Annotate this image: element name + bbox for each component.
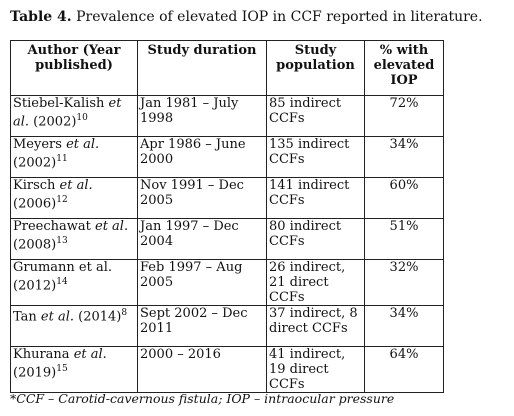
cell-percent: 34%: [364, 305, 444, 347]
cell-population: 80 indirect CCFs: [266, 218, 365, 260]
header-duration: Study duration: [137, 40, 267, 96]
cell-population: 85 indirect CCFs: [266, 95, 365, 137]
author-et-al: et al.: [66, 137, 100, 152]
cell-duration: Jan 1981 – July 1998: [137, 95, 267, 137]
header-population: Study population: [266, 40, 365, 96]
cell-duration: Sept 2002 – Dec 2011: [137, 305, 267, 347]
table-row: Kirsch et al. (2006)12 Nov 1991 – Dec 200…: [10, 177, 444, 219]
cell-author: Kirsch et al. (2006)12: [10, 177, 138, 219]
header-percent: % with elevated IOP: [364, 40, 444, 96]
author-et-al: et al.: [40, 309, 75, 325]
cell-percent: 72%: [364, 95, 444, 137]
cell-percent: 60%: [364, 177, 444, 219]
reference-number: 11: [56, 154, 68, 164]
author-name: Khurana: [13, 347, 74, 362]
author-et-al: et al.: [59, 178, 93, 193]
table-row: Meyers et al. (2002)11 Apr 1986 – June 20…: [10, 136, 444, 178]
cell-author: Stiebel-Kalish et al. (2002)10: [10, 95, 138, 137]
cell-population: 141 indirect CCFs: [266, 177, 365, 219]
table-body: Stiebel-Kalish et al. (2002)10 Jan 1981 –…: [10, 95, 444, 393]
reference-number: 13: [56, 236, 68, 246]
reference-number: 12: [56, 195, 68, 205]
author-year: (2006): [13, 196, 57, 212]
table-row: Grumann et al. (2012)14 Feb 1997 – Aug 20…: [10, 259, 444, 306]
author-name: Grumann et al. (2012): [13, 260, 113, 294]
cell-population: 26 indirect, 21 direct CCFs: [266, 259, 365, 306]
author-name: Kirsch: [13, 178, 60, 193]
author-year: (2008): [13, 237, 57, 253]
table-caption: Table 4. Prevalence of elevated IOP in C…: [10, 9, 483, 25]
author-et-al: et al.: [73, 347, 107, 362]
reference-number: 14: [56, 277, 68, 287]
author-year: (2014): [74, 309, 122, 325]
author-name: Preechawat: [13, 219, 95, 234]
cell-percent: 34%: [364, 136, 444, 178]
author-name: Tan: [13, 309, 41, 325]
author-name: Meyers: [13, 137, 67, 152]
reference-number: 8: [121, 308, 128, 318]
table-row: Tan et al. (2014)8 Sept 2002 – Dec 2011 37…: [10, 305, 444, 347]
cell-author: Preechawat et al. (2008)13: [10, 218, 138, 260]
header-author: Author (Year published): [10, 40, 138, 96]
iop-table: Author (Year published) Study duration S…: [10, 40, 444, 393]
cell-duration: 2000 – 2016: [137, 346, 267, 393]
cell-author: Grumann et al. (2012)14: [10, 259, 138, 306]
cell-percent: 51%: [364, 218, 444, 260]
cell-duration: Jan 1997 – Dec 2004: [137, 218, 267, 260]
cell-author: Meyers et al. (2002)11: [10, 136, 138, 178]
reference-number: 10: [76, 113, 88, 123]
cell-author: Khurana et al. (2019)15: [10, 346, 138, 393]
table-caption-label: Table 4.: [10, 9, 72, 25]
cell-duration: Apr 1986 – June 2000: [137, 136, 267, 178]
author-year: (2002): [13, 155, 57, 171]
cell-percent: 64%: [364, 346, 444, 393]
table-row: Stiebel-Kalish et al. (2002)10 Jan 1981 –…: [10, 95, 444, 137]
cell-duration: Nov 1991 – Dec 2005: [137, 177, 267, 219]
cell-population: 135 indirect CCFs: [266, 136, 365, 178]
author-name: Stiebel-Kalish: [13, 96, 109, 111]
author-et-al: et al.: [13, 96, 122, 130]
table-header-row: Author (Year published) Study duration S…: [10, 40, 444, 96]
author-year: (2002): [29, 114, 77, 130]
table-caption-text: Prevalence of elevated IOP in CCF report…: [71, 9, 483, 25]
cell-population: 41 indirect, 19 direct CCFs: [266, 346, 365, 393]
cell-percent: 32%: [364, 259, 444, 306]
cell-duration: Feb 1997 – Aug 2005: [137, 259, 267, 306]
author-year: (2019): [13, 365, 57, 381]
table-row: Khurana et al. (2019)15 2000 – 2016 41 ind…: [10, 346, 444, 393]
table-row: Preechawat et al. (2008)13 Jan 1997 – Dec…: [10, 218, 444, 260]
cell-author: Tan et al. (2014)8: [10, 305, 138, 347]
cell-population: 37 indirect, 8 direct CCFs: [266, 305, 365, 347]
author-et-al: et al.: [95, 219, 129, 234]
table-footnote: *CCF – Carotid-cavernous fistula; IOP – …: [10, 391, 395, 406]
reference-number: 15: [56, 364, 68, 374]
